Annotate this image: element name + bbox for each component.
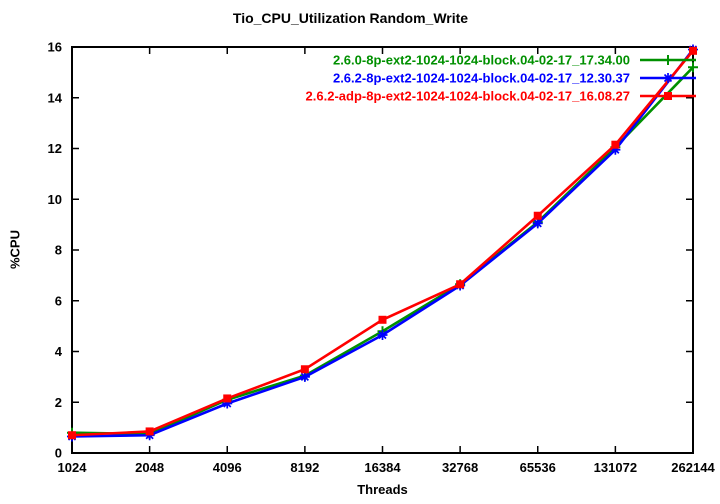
data-point-marker: [299, 371, 310, 382]
data-point-marker: [663, 73, 673, 83]
y-tick-label: 10: [48, 192, 62, 207]
data-point-marker: [689, 46, 697, 55]
y-tick-label: 14: [48, 90, 63, 105]
x-tick-label: 65536: [520, 460, 556, 475]
x-tick-label: 32768: [442, 460, 478, 475]
y-tick-label: 6: [55, 293, 62, 308]
legend-label: 2.6.0-8p-ext2-1024-1024-block.04-02-17_1…: [333, 53, 630, 68]
plot-border: [71, 46, 694, 454]
data-point-marker: [663, 55, 673, 65]
x-tick-label: 8192: [290, 460, 319, 475]
series-line-2: [71, 49, 695, 437]
y-tick-label: 0: [55, 446, 62, 461]
data-point-marker: [145, 427, 154, 436]
x-axis-title: Threads: [357, 482, 408, 497]
data-point-marker: [532, 218, 543, 229]
data-point-marker: [223, 394, 232, 403]
data-point-marker: [68, 431, 76, 440]
y-tick-label: 2: [55, 395, 62, 410]
legend-label: 2.6.2-adp-8p-ext2-1024-1024-block.04-02-…: [306, 89, 630, 104]
x-tick-label: 131072: [594, 460, 637, 475]
legend-label: 2.6.2-8p-ext2-1024-1024-block.04-02-17_1…: [333, 71, 630, 86]
data-point-marker: [533, 211, 542, 220]
data-point-marker: [456, 280, 465, 289]
x-tick-label: 16384: [364, 460, 401, 475]
series-line-1: [71, 48, 695, 438]
data-point-marker: [377, 330, 388, 341]
data-point-marker: [688, 62, 698, 73]
x-tick-label: 1024: [58, 460, 88, 475]
y-tick-label: 16: [48, 40, 62, 55]
y-tick-label: 12: [48, 141, 62, 156]
x-tick-label: 2048: [135, 460, 164, 475]
y-axis-title: %CPU: [7, 230, 23, 270]
data-point-marker: [378, 315, 387, 324]
y-tick-label: 8: [55, 243, 62, 258]
y-tick-label: 4: [55, 344, 63, 359]
series-line-0: [71, 66, 694, 436]
data-point-marker: [222, 398, 233, 409]
data-point-marker: [300, 365, 309, 374]
x-tick-label: 4096: [213, 460, 242, 475]
data-point-marker: [664, 92, 672, 100]
data-point-marker: [611, 140, 620, 149]
data-point-marker: [610, 144, 621, 155]
chart-title: Tio_CPU_Utilization Random_Write: [232, 10, 469, 26]
x-tick-label: 262144: [671, 460, 715, 475]
